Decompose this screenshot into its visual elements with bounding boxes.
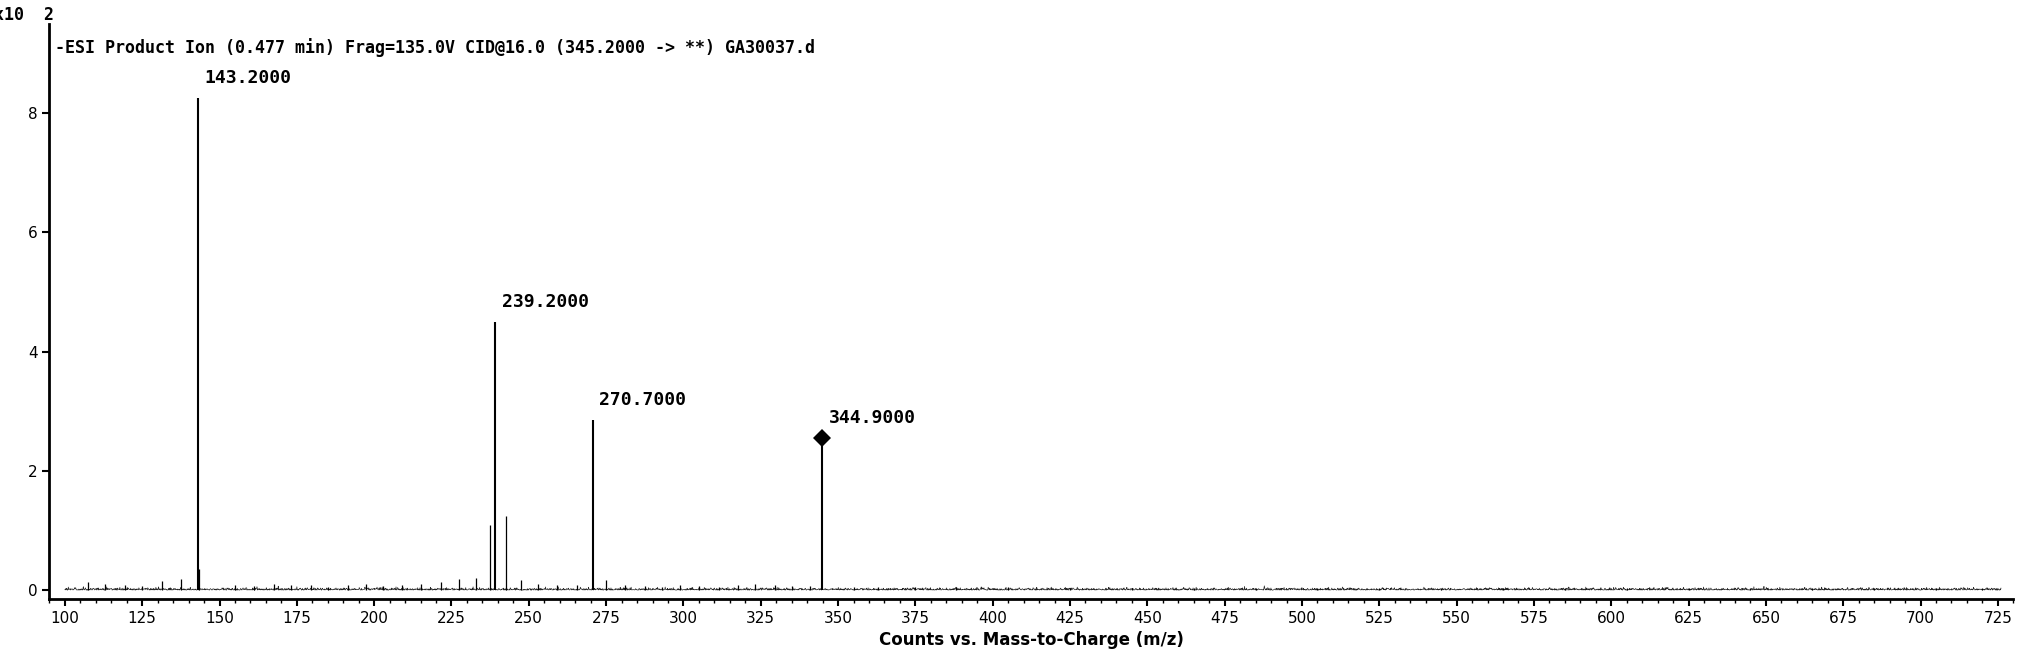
Text: 270.7000: 270.7000 — [598, 392, 685, 409]
Text: 239.2000: 239.2000 — [501, 293, 588, 311]
Text: 143.2000: 143.2000 — [204, 69, 291, 87]
X-axis label: Counts vs. Mass-to-Charge (m/z): Counts vs. Mass-to-Charge (m/z) — [879, 631, 1184, 650]
Text: x10  2: x10 2 — [0, 5, 55, 24]
Text: -ESI Product Ion (0.477 min) Frag=135.0V CID@16.0 (345.2000 -> **) GA30037.d: -ESI Product Ion (0.477 min) Frag=135.0V… — [55, 38, 814, 57]
Text: 344.9000: 344.9000 — [829, 409, 916, 427]
